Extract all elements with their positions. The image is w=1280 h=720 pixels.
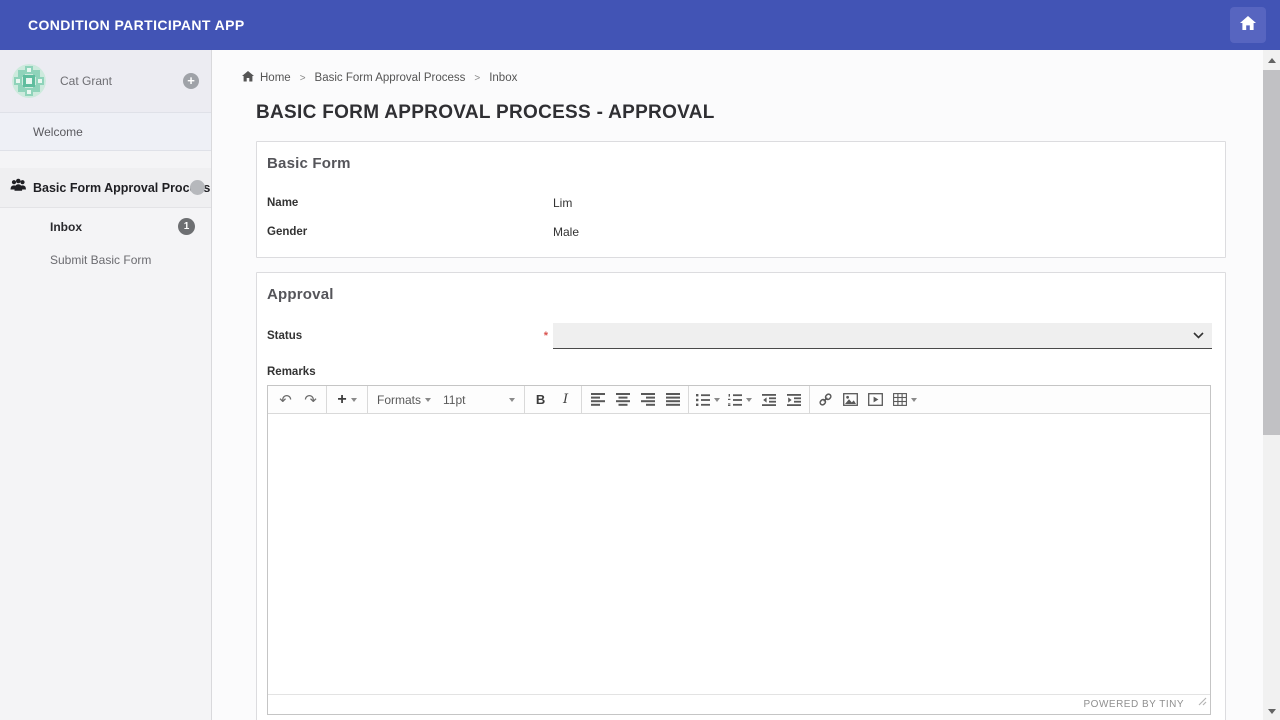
link-icon[interactable] (813, 388, 838, 412)
breadcrumb-separator: > (299, 72, 306, 84)
required-marker: * (543, 329, 548, 342)
chevron-down-icon (1193, 326, 1204, 344)
bold-icon[interactable]: B (535, 392, 546, 407)
sidebar-submit-label: Submit Basic Form (50, 253, 152, 267)
redo-icon[interactable]: ↷ (304, 391, 317, 409)
gender-value: Male (553, 224, 580, 239)
basic-form-card-title: Basic Form (267, 155, 351, 172)
approval-card-title: Approval (267, 286, 334, 303)
home-button[interactable] (1230, 7, 1266, 43)
media-icon[interactable] (863, 388, 888, 412)
approval-card: Approval Status * Remarks ↶ (256, 272, 1226, 720)
remarks-editor: ↶ ↷ + Formats 11pt (267, 385, 1211, 715)
main-content: Home > Basic Form Approval Process > Inb… (212, 50, 1280, 720)
field-row-gender: Gender Male (267, 217, 1215, 246)
powered-by-tiny-link[interactable]: POWERED BY TINY (1083, 699, 1184, 710)
app-header: CONDITION PARTICIPANT APP (0, 0, 1280, 50)
outdent-icon[interactable] (756, 388, 781, 412)
sidebar-welcome-label: Welcome (33, 124, 83, 139)
avatar (12, 64, 46, 98)
add-user-button[interactable]: + (183, 73, 199, 89)
home-breadcrumb-icon (242, 71, 254, 85)
sidebar-item-submit-basic-form[interactable]: Submit Basic Form (0, 245, 211, 275)
status-select[interactable] (553, 322, 1212, 349)
align-left-icon[interactable] (585, 388, 610, 412)
inbox-count-badge: 1 (178, 218, 195, 235)
status-label: Status (267, 329, 303, 342)
gender-label: Gender (267, 225, 308, 238)
scrollbar-thumb[interactable] (1263, 70, 1280, 435)
scroll-down-icon[interactable] (1263, 703, 1280, 720)
breadcrumb-process[interactable]: Basic Form Approval Process (314, 72, 466, 84)
scroll-up-icon[interactable] (1263, 52, 1280, 69)
breadcrumb-inbox[interactable]: Inbox (489, 72, 518, 84)
indent-icon[interactable] (781, 388, 806, 412)
sidebar-process-label: Basic Form Approval Process (33, 180, 211, 195)
sidebar-item-inbox[interactable]: Inbox 1 (0, 208, 211, 245)
breadcrumb: Home > Basic Form Approval Process > Inb… (242, 71, 1280, 85)
users-icon (10, 178, 27, 197)
breadcrumb-separator: > (474, 72, 481, 84)
app-title: CONDITION PARTICIPANT APP (28, 17, 245, 33)
user-block: Cat Grant + (0, 50, 211, 112)
breadcrumb-home[interactable]: Home (260, 72, 291, 84)
sidebar: Cat Grant + Welcome Basic Form Approval … (0, 50, 212, 720)
home-icon (1239, 15, 1257, 36)
editor-toolbar: ↶ ↷ + Formats 11pt (268, 386, 1210, 414)
fontsize-dropdown[interactable]: 11pt (437, 388, 521, 412)
vertical-scrollbar[interactable] (1263, 50, 1280, 720)
table-icon[interactable] (888, 388, 922, 412)
user-name: Cat Grant (60, 74, 113, 88)
fontsize-label: 11pt (443, 392, 466, 407)
image-icon[interactable] (838, 388, 863, 412)
bullet-list-icon[interactable] (692, 388, 724, 412)
editor-statusbar: POWERED BY TINY (268, 694, 1210, 714)
field-row-name: Name Lim (267, 188, 1215, 217)
name-value: Lim (553, 195, 573, 210)
basic-form-card: Basic Form Name Lim Gender Male (256, 141, 1226, 258)
resize-handle-icon[interactable] (1198, 693, 1207, 711)
sidebar-item-welcome[interactable]: Welcome (0, 112, 211, 151)
sidebar-item-process[interactable]: Basic Form Approval Process (0, 168, 211, 208)
process-badge (190, 180, 205, 195)
align-justify-icon[interactable] (660, 388, 685, 412)
align-center-icon[interactable] (610, 388, 635, 412)
status-row: Status * (267, 322, 1215, 349)
name-label: Name (267, 196, 299, 209)
page-title: BASIC FORM APPROVAL PROCESS - APPROVAL (256, 102, 715, 123)
italic-icon[interactable]: I (562, 392, 569, 407)
undo-icon[interactable]: ↶ (279, 391, 292, 409)
remarks-label: Remarks (267, 366, 316, 378)
insert-icon[interactable]: + (330, 388, 364, 412)
formats-label: Formats (377, 392, 422, 407)
sidebar-inbox-label: Inbox (50, 219, 82, 234)
remarks-edit-area[interactable] (268, 414, 1210, 694)
align-right-icon[interactable] (635, 388, 660, 412)
numbered-list-icon[interactable] (724, 388, 756, 412)
formats-dropdown[interactable]: Formats (371, 388, 437, 412)
